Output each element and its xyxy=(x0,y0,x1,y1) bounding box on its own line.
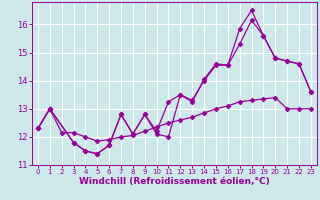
X-axis label: Windchill (Refroidissement éolien,°C): Windchill (Refroidissement éolien,°C) xyxy=(79,177,270,186)
